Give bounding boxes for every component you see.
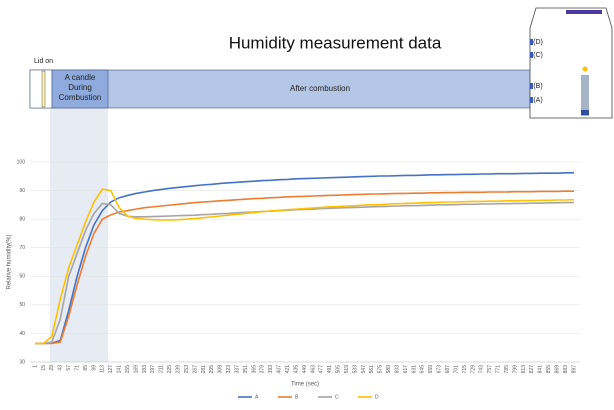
x-tick-label: 575 <box>378 365 384 374</box>
x-tick-label: 211 <box>159 365 165 373</box>
x-tick-label: 85 <box>83 365 89 371</box>
x-tick-label: 603 <box>394 365 400 374</box>
series-line <box>35 189 574 343</box>
y-tick-label: 90 <box>19 188 25 194</box>
diagram-label: (D) <box>533 39 543 46</box>
x-tick-label: 855 <box>546 365 552 374</box>
y-tick-label: 50 <box>19 302 25 308</box>
x-tick-label: 323 <box>226 365 232 374</box>
x-tick-label: 351 <box>243 365 249 374</box>
y-tick-label: 70 <box>19 245 25 251</box>
x-tick-label: 561 <box>369 365 375 374</box>
x-tick-label: 281 <box>201 365 207 374</box>
series-line <box>35 203 574 344</box>
y-tick-label: 30 <box>19 359 25 365</box>
x-tick-label: 421 <box>285 365 291 374</box>
x-tick-label: 617 <box>403 365 409 374</box>
candle-phase-label: A candle During Combustion <box>52 73 108 103</box>
x-tick-label: 645 <box>420 365 426 374</box>
x-tick-label: 15 <box>41 365 47 371</box>
x-tick-label: 729 <box>470 365 476 374</box>
y-tick-label: 80 <box>19 216 25 222</box>
x-tick-label: 225 <box>167 365 173 374</box>
x-tick-label: 841 <box>538 365 544 374</box>
x-tick-label: 449 <box>302 365 308 374</box>
y-tick-label: 100 <box>17 159 26 165</box>
series-line <box>35 173 574 344</box>
x-tick-label: 505 <box>336 365 342 374</box>
y-tick-label: 60 <box>19 274 25 280</box>
x-tick-label: 533 <box>352 365 358 374</box>
y-tick-label: 40 <box>19 331 25 337</box>
chart-title: Humidity measurement data <box>229 33 442 52</box>
y-axis-label: Relative humidity(%) <box>7 234 13 289</box>
diagram-label: (B) <box>533 83 542 90</box>
x-tick-label: 1 <box>32 365 38 368</box>
legend-label: C <box>335 394 339 400</box>
x-tick-label: 757 <box>487 365 493 374</box>
x-tick-label: 631 <box>411 365 417 374</box>
x-tick-label: 659 <box>428 365 434 374</box>
candle-base <box>581 110 589 115</box>
x-tick-label: 141 <box>117 365 123 374</box>
x-tick-label: 169 <box>133 365 139 374</box>
lid-label: Lid on <box>34 58 53 65</box>
x-tick-label: 547 <box>361 365 367 374</box>
x-tick-label: 57 <box>66 365 72 371</box>
x-tick-label: 295 <box>209 365 215 374</box>
x-axis-label: Time (sec) <box>291 382 319 388</box>
x-tick-label: 183 <box>142 365 148 374</box>
x-tick-label: 337 <box>234 365 240 374</box>
x-tick-label: 309 <box>218 365 224 374</box>
x-tick-label: 379 <box>260 365 266 374</box>
x-tick-label: 827 <box>529 365 535 374</box>
x-tick-label: 239 <box>176 365 182 374</box>
legend-label: B <box>295 394 299 400</box>
x-tick-label: 743 <box>479 365 485 374</box>
x-tick-label: 897 <box>571 365 577 374</box>
x-tick-label: 673 <box>437 365 443 374</box>
x-tick-label: 71 <box>74 365 80 371</box>
x-tick-label: 435 <box>293 365 299 374</box>
page: Humidity measurement data Lid on After c… <box>0 0 614 410</box>
x-tick-label: 715 <box>462 365 468 374</box>
x-tick-label: 197 <box>150 365 156 374</box>
x-tick-label: 253 <box>184 365 190 374</box>
x-tick-label: 799 <box>512 365 518 374</box>
chart: Humidity measurement data Lid on After c… <box>0 0 614 410</box>
x-tick-label: 869 <box>554 365 560 374</box>
x-tick-label: 589 <box>386 365 392 374</box>
diagram-label: (A) <box>533 97 542 104</box>
x-tick-label: 127 <box>108 365 114 374</box>
x-tick-label: 393 <box>268 365 274 374</box>
legend-label: D <box>375 394 379 400</box>
x-tick-label: 813 <box>521 365 527 374</box>
lid-marker <box>42 71 45 107</box>
lid-icon <box>566 10 602 14</box>
x-tick-label: 883 <box>563 365 569 374</box>
x-tick-label: 785 <box>504 365 510 374</box>
x-tick-label: 99 <box>91 365 97 371</box>
flame-icon <box>583 67 588 72</box>
x-tick-label: 29 <box>49 365 55 371</box>
x-tick-label: 701 <box>453 365 459 374</box>
x-tick-label: 155 <box>125 365 131 374</box>
series-line <box>35 191 574 343</box>
x-tick-label: 407 <box>277 365 283 374</box>
x-tick-label: 477 <box>319 365 325 374</box>
x-tick-label: 267 <box>192 365 198 374</box>
x-tick-label: 365 <box>251 365 257 374</box>
x-tick-label: 113 <box>100 365 106 373</box>
x-tick-label: 463 <box>310 365 316 374</box>
lid-box <box>30 70 52 108</box>
phase-label: After combustion <box>290 84 350 93</box>
x-tick-label: 687 <box>445 365 451 374</box>
x-tick-label: 43 <box>58 365 64 371</box>
x-tick-label: 519 <box>344 365 350 374</box>
x-tick-label: 491 <box>327 365 333 374</box>
diagram-label: (C) <box>533 52 543 59</box>
legend-label: A <box>255 394 259 400</box>
x-tick-label: 771 <box>496 365 502 374</box>
candle-icon <box>581 75 589 116</box>
